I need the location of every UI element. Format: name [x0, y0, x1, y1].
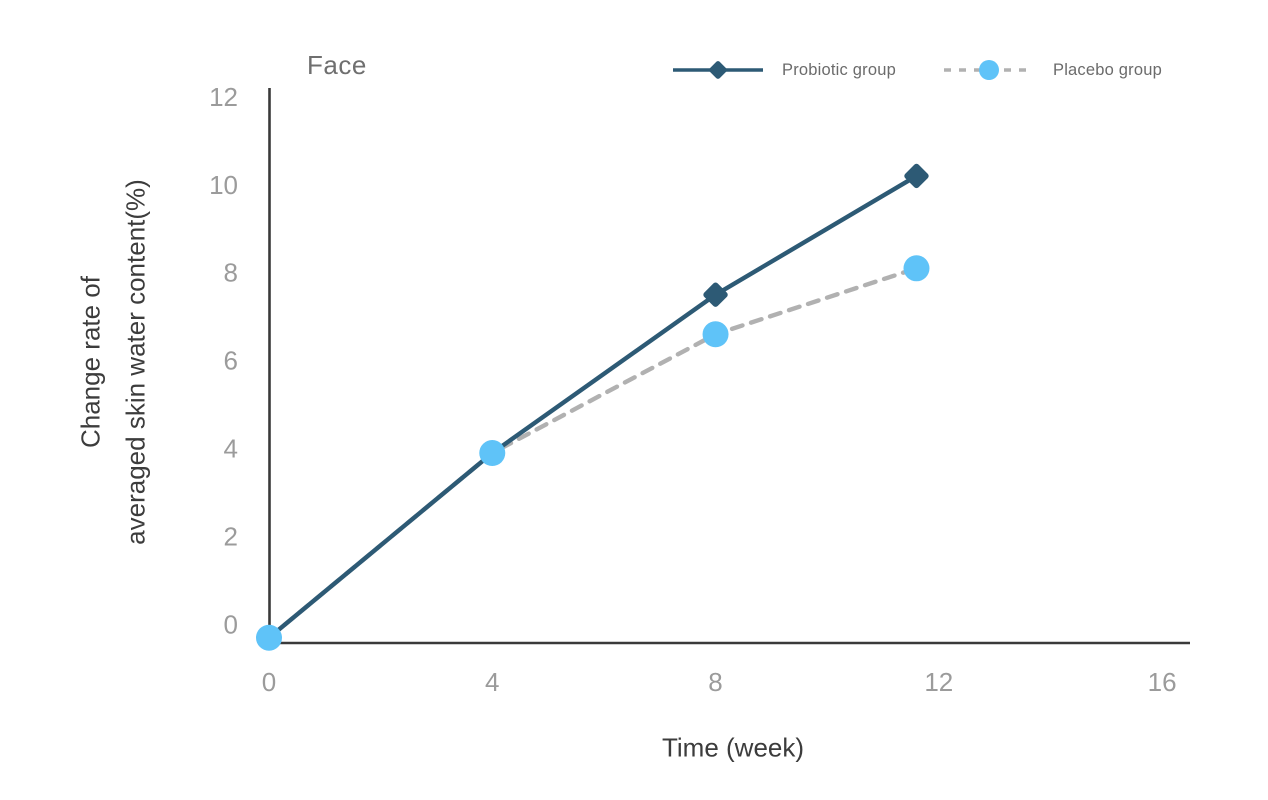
- legend-item-placebo-group: Placebo group: [942, 56, 1162, 84]
- probiotic-data-point-marker: [904, 163, 929, 189]
- probiotic-data-point-marker: [703, 282, 728, 307]
- x-axis-title: Time (week): [661, 732, 805, 763]
- placebo-data-point-marker: [256, 624, 282, 651]
- legend-probiotic-diamond-icon: [709, 61, 727, 79]
- legend-item-probiotic-group: Probiotic group: [671, 56, 896, 84]
- x-tick-label: 0: [262, 667, 276, 697]
- probiotic-series-line: [266, 173, 919, 640]
- probiotic-line-swatch: [673, 61, 763, 79]
- x-tick-label: 8: [708, 667, 722, 697]
- x-tick-label: 4: [485, 667, 499, 697]
- chart-title: Face: [307, 50, 367, 80]
- x-tick-label: 16: [1148, 667, 1177, 697]
- placebo-data-point-marker: [702, 321, 729, 348]
- legend-label-placebo-group: Placebo group: [1052, 60, 1162, 79]
- y-tick-label: 4: [224, 434, 238, 464]
- y-tick-label: 0: [224, 610, 238, 640]
- y-tick-label: 8: [224, 258, 238, 288]
- legend-label-probiotic-group: Probiotic group: [782, 60, 896, 79]
- legend-placebo-circle-icon: [978, 60, 999, 80]
- y-tick-label: 10: [209, 170, 238, 200]
- y-tick-label: 12: [209, 82, 238, 112]
- placebo-line-swatch: [943, 60, 1034, 80]
- legend: Probiotic group Placebo group: [671, 56, 1162, 84]
- placebo-data-point-marker: [479, 440, 506, 467]
- placebo-series-line: [266, 266, 919, 640]
- x-tick-label: 12: [924, 667, 953, 697]
- y-tick-label: 6: [224, 346, 238, 376]
- placebo-data-point-marker: [903, 255, 930, 282]
- y-tick-label: 2: [224, 522, 238, 552]
